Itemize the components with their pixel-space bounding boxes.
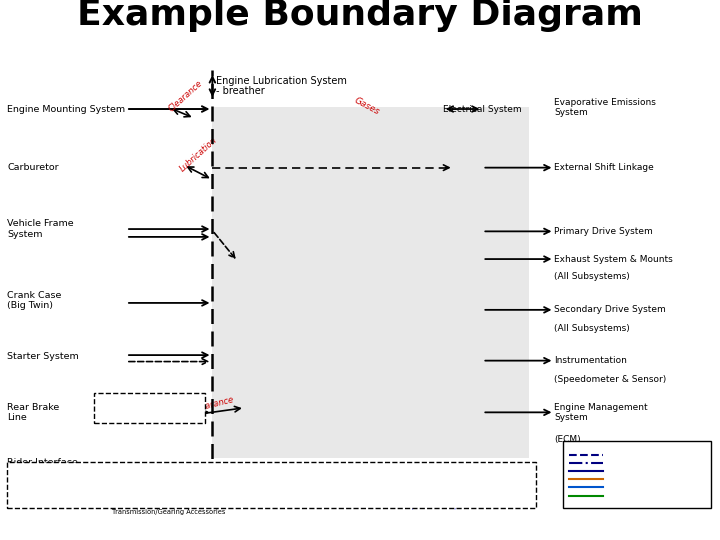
- FancyBboxPatch shape: [94, 393, 205, 423]
- Text: Primary Drive System: Primary Drive System: [554, 227, 653, 236]
- Text: Engine Mounting System: Engine Mounting System: [7, 105, 125, 113]
- Text: Transmission Case/Covers/Gaskets
Main shaft Bearings/Bushings/Seals
Main shaft G: Transmission Case/Covers/Gaskets Main sh…: [112, 474, 239, 515]
- Text: - breather: - breather: [216, 85, 265, 96]
- Text: Rider Interface: Rider Interface: [7, 458, 78, 467]
- Text: Data: Data: [613, 483, 632, 491]
- Text: DFMEA
Boundary: DFMEA Boundary: [613, 446, 650, 465]
- Text: Engine Management
System: Engine Management System: [554, 403, 648, 422]
- Text: Starter System: Starter System: [7, 353, 79, 361]
- Text: Shift Mechanism: Shift Mechanism: [338, 467, 419, 476]
- Text: (All Subsystems): (All Subsystems): [554, 272, 630, 281]
- Text: Lubrication: Lubrication: [179, 136, 220, 173]
- Text: Lubrication System: Lubrication System: [97, 397, 175, 406]
- Text: Vehicle Frame
System: Vehicle Frame System: [7, 219, 74, 239]
- Text: (ECM): (ECM): [554, 435, 581, 444]
- Text: Evaporative Emissions
System: Evaporative Emissions System: [554, 98, 656, 117]
- Text: Secondary Drive System: Secondary Drive System: [554, 305, 666, 314]
- Text: 48: 48: [690, 519, 709, 534]
- FancyBboxPatch shape: [212, 107, 529, 457]
- Text: (Foot Pegs): (Foot Pegs): [14, 468, 59, 477]
- Text: Gases: Gases: [353, 96, 382, 117]
- Text: Crank Case System (Mid Weight): Crank Case System (Mid Weight): [338, 503, 458, 509]
- Text: Physical: Physical: [613, 467, 645, 476]
- FancyBboxPatch shape: [563, 441, 711, 508]
- Text: Instrumentation: Instrumentation: [554, 356, 627, 365]
- Text: Example Boundary Diagram: Example Boundary Diagram: [77, 0, 643, 32]
- Text: Energy: Energy: [613, 475, 640, 484]
- Text: Crank Case
(Big Twin): Crank Case (Big Twin): [7, 291, 62, 310]
- Text: Electrical System: Electrical System: [443, 105, 521, 113]
- Text: - Buell; material exchange: - Buell; material exchange: [97, 410, 192, 416]
- Text: Shifter Cam Assembly
Shifter Forks/Rails/Drums
Synchronizers
Shifter Controls/Sh: Shifter Cam Assembly Shifter Forks/Rails…: [338, 474, 456, 508]
- Text: Exhaust System & Mounts: Exhaust System & Mounts: [554, 254, 673, 264]
- FancyBboxPatch shape: [7, 462, 536, 508]
- Text: Clearance: Clearance: [167, 79, 204, 114]
- Text: Rear Brake
Line: Rear Brake Line: [7, 403, 60, 422]
- Text: Carburetor: Carburetor: [7, 163, 59, 172]
- Text: www.quality-one.com: www.quality-one.com: [11, 522, 123, 531]
- Text: Transmission/Gearing: Transmission/Gearing: [112, 467, 217, 476]
- Text: Materials: Materials: [613, 492, 649, 501]
- Text: Interfaces: Interfaces: [613, 458, 652, 468]
- Text: (All Subsystems): (All Subsystems): [554, 324, 630, 333]
- Text: Engine Lubrication System: Engine Lubrication System: [216, 76, 347, 86]
- Text: Clearance: Clearance: [192, 395, 235, 414]
- Text: (Speedometer & Sensor): (Speedometer & Sensor): [554, 375, 667, 383]
- Text: - Dyna/FLT; physical interface: - Dyna/FLT; physical interface: [97, 404, 204, 410]
- Text: External Shift Linkage: External Shift Linkage: [554, 163, 654, 172]
